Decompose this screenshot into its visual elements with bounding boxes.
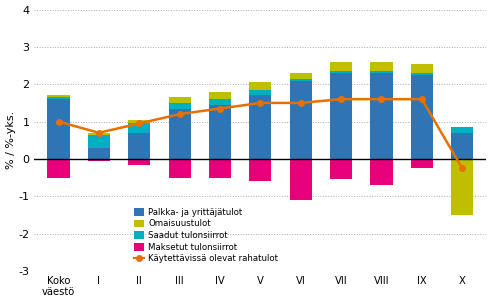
Bar bbox=[249, 159, 272, 181]
Bar bbox=[169, 97, 191, 103]
Bar bbox=[47, 97, 70, 99]
Bar bbox=[169, 159, 191, 178]
Bar bbox=[330, 159, 352, 179]
Bar bbox=[411, 75, 433, 159]
Bar bbox=[128, 133, 151, 159]
Bar bbox=[290, 159, 312, 200]
Bar bbox=[330, 73, 352, 159]
Bar bbox=[370, 159, 393, 185]
Bar bbox=[249, 95, 272, 159]
Bar bbox=[88, 159, 110, 161]
Bar bbox=[209, 92, 231, 99]
Bar bbox=[451, 133, 473, 159]
Bar bbox=[169, 159, 191, 178]
Bar bbox=[330, 71, 352, 73]
Y-axis label: % / %-yks.: % / %-yks. bbox=[5, 111, 16, 169]
Bar bbox=[128, 159, 151, 165]
Bar bbox=[249, 90, 272, 95]
Bar bbox=[47, 159, 70, 178]
Bar bbox=[88, 135, 110, 148]
Bar bbox=[128, 123, 151, 133]
Bar bbox=[47, 99, 70, 159]
Bar bbox=[330, 62, 352, 71]
Bar bbox=[290, 159, 312, 200]
Bar bbox=[249, 159, 272, 181]
Bar bbox=[370, 62, 393, 71]
Bar bbox=[88, 133, 110, 135]
Bar bbox=[128, 120, 151, 123]
Bar bbox=[169, 103, 191, 108]
Bar bbox=[411, 64, 433, 73]
Bar bbox=[330, 159, 352, 179]
Bar bbox=[209, 99, 231, 105]
Bar bbox=[209, 159, 231, 178]
Bar bbox=[290, 73, 312, 79]
Bar bbox=[249, 82, 272, 90]
Bar bbox=[47, 95, 70, 97]
Bar bbox=[47, 159, 70, 178]
Bar bbox=[370, 73, 393, 159]
Bar bbox=[88, 148, 110, 159]
Bar bbox=[290, 79, 312, 81]
Bar bbox=[451, 159, 473, 215]
Bar bbox=[290, 81, 312, 159]
Legend: Palkka- ja yrittäjätulot, Omaisuustulot, Saadut tulonsiirrot, Maksetut tulonsiir: Palkka- ja yrittäjätulot, Omaisuustulot,… bbox=[130, 205, 282, 267]
Bar bbox=[411, 73, 433, 75]
Bar bbox=[451, 159, 473, 215]
Bar bbox=[411, 159, 433, 168]
Bar bbox=[209, 105, 231, 159]
Bar bbox=[209, 159, 231, 178]
Bar bbox=[88, 159, 110, 161]
Bar bbox=[370, 159, 393, 185]
Bar bbox=[411, 159, 433, 168]
Bar bbox=[169, 108, 191, 159]
Bar bbox=[128, 159, 151, 165]
Bar bbox=[370, 71, 393, 73]
Bar bbox=[451, 127, 473, 133]
